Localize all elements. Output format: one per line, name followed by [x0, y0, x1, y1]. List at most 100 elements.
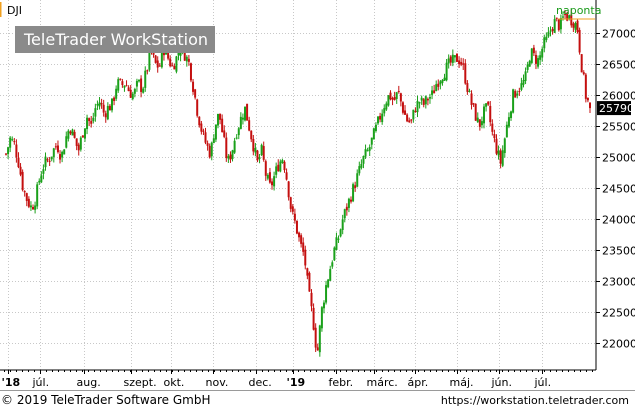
- last-price-tag: 25790: [597, 101, 634, 116]
- candle-body: [142, 88, 145, 93]
- candle-body: [50, 156, 53, 160]
- candle-body: [514, 91, 517, 98]
- candle-body: [491, 123, 494, 132]
- candle-body: [100, 103, 103, 105]
- candle-body: [233, 140, 236, 153]
- candle-body: [551, 28, 554, 32]
- candle-body: [414, 111, 417, 113]
- candle-body: [300, 235, 303, 244]
- candle-body: [154, 55, 157, 63]
- candle-body: [175, 56, 178, 72]
- candle-body: [553, 19, 556, 33]
- candle-body: [121, 81, 124, 86]
- candle-body: [349, 199, 352, 202]
- x-tick-label: okt.: [164, 376, 185, 389]
- candle-body: [19, 166, 22, 175]
- candle-body: [559, 18, 562, 30]
- candle-body: [183, 45, 186, 61]
- candle-body: [462, 63, 465, 65]
- candle-body: [543, 37, 546, 49]
- candle-body: [557, 19, 560, 31]
- footer: © 2019 TeleTrader Software GmbH https://…: [0, 390, 635, 409]
- candle-body: [88, 118, 91, 122]
- candle-body: [447, 58, 450, 64]
- candle-body: [248, 120, 251, 131]
- candle-body: [162, 52, 165, 56]
- x-tick-label: szept.: [124, 376, 157, 389]
- candle-body: [518, 91, 521, 93]
- candle-body: [327, 279, 330, 288]
- candle-body: [144, 70, 147, 88]
- candle-body: [520, 83, 523, 90]
- candle-body: [561, 16, 564, 18]
- candle-body: [572, 23, 575, 28]
- x-tick-label: máj.: [450, 376, 474, 389]
- candle-body: [510, 111, 513, 119]
- candle-body: [356, 173, 359, 187]
- candle-body: [316, 347, 319, 351]
- candle-body: [52, 148, 55, 157]
- candle-body: [279, 161, 282, 172]
- interval-label[interactable]: naponta: [556, 4, 601, 17]
- candle-body: [489, 105, 492, 123]
- candle-body: [455, 53, 458, 62]
- candle-body: [308, 272, 311, 292]
- candle-body: [364, 149, 367, 157]
- symbol-label: DJI: [7, 4, 22, 17]
- candle-body: [268, 172, 271, 183]
- candle-body: [252, 138, 255, 152]
- candle-body: [335, 237, 338, 250]
- candle-body: [208, 145, 211, 158]
- candle-body: [71, 129, 74, 136]
- x-tick-label: jún.: [491, 376, 513, 389]
- candle-body: [374, 124, 377, 131]
- candle-body: [345, 206, 348, 211]
- candle-body: [187, 58, 190, 62]
- candle-body: [223, 130, 226, 137]
- candle-body: [443, 77, 446, 81]
- candle-body: [534, 54, 537, 64]
- candle-body: [25, 193, 28, 201]
- candle-body: [204, 132, 207, 143]
- candle-body: [549, 30, 552, 32]
- logo-text: TeleTrader WorkStation: [23, 30, 208, 49]
- candle-body: [410, 119, 413, 121]
- footer-url[interactable]: https://workstation.teletrader.com: [440, 394, 629, 407]
- candle-body: [347, 198, 350, 208]
- candle-body: [227, 156, 230, 159]
- candle-body: [589, 102, 591, 109]
- candle-body: [352, 184, 355, 202]
- candle-body: [366, 150, 369, 152]
- candle-body: [505, 124, 508, 138]
- x-tick-label: '18: [2, 376, 21, 389]
- candle-body: [156, 60, 159, 68]
- candle-body: [169, 58, 172, 67]
- candle-body: [221, 118, 224, 133]
- y-tick-label: 24500: [602, 183, 635, 196]
- candle-body: [343, 209, 346, 219]
- candle-body: [389, 92, 392, 100]
- candle-body: [472, 103, 475, 105]
- candle-body: [104, 113, 107, 118]
- candle-body: [146, 70, 149, 72]
- candle-body: [385, 103, 388, 110]
- candle-body: [322, 302, 325, 309]
- candle-body: [171, 65, 174, 67]
- candle-body: [325, 285, 328, 303]
- candle-body: [383, 108, 386, 114]
- candle-body: [239, 116, 242, 129]
- candle-body: [115, 88, 118, 99]
- candle-body: [135, 80, 138, 87]
- candle-body: [545, 36, 548, 41]
- candle-body: [44, 156, 47, 168]
- candle-body: [34, 205, 37, 210]
- candle-body: [27, 198, 30, 207]
- candle-body: [466, 83, 469, 92]
- candle-body: [73, 131, 76, 138]
- candle-body: [86, 117, 89, 130]
- candle-body: [493, 134, 496, 139]
- x-tick-label: dec.: [249, 376, 272, 389]
- candle-body: [451, 54, 454, 63]
- candle-body: [483, 106, 486, 124]
- candle-body: [287, 181, 290, 198]
